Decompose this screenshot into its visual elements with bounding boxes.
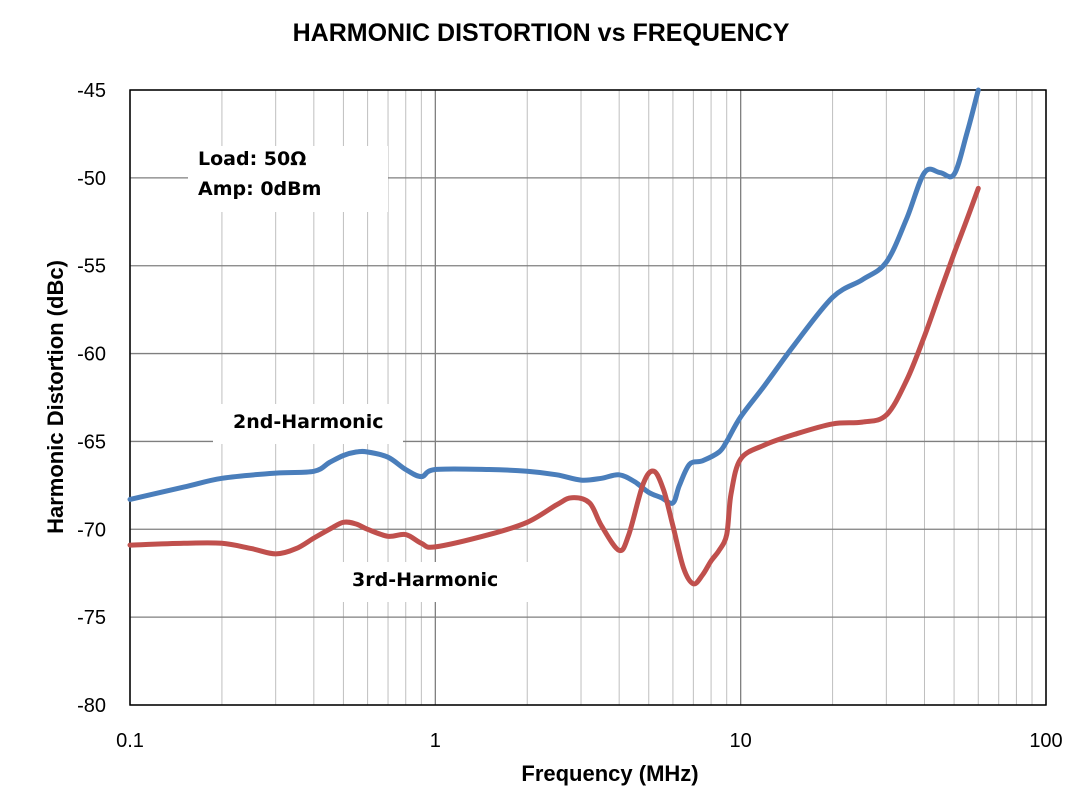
series-label-box-3rd — [337, 562, 529, 602]
x-axis-title: Frequency (MHz) — [521, 761, 698, 786]
series-line-3rd-harmonic — [127, 185, 981, 587]
x-tick-label: 0.1 — [116, 730, 144, 752]
y-tick-label: -45 — [77, 80, 106, 102]
y-tick-label: -65 — [77, 431, 106, 453]
chart-title: HARMONIC DISTORTION vs FREQUENCY — [293, 19, 790, 47]
series-layer — [127, 87, 981, 587]
x-tick-label: 10 — [730, 730, 752, 752]
x-tick-labels: 0.1 1 10 100 — [116, 730, 1063, 752]
annotation-load: Load: 50Ω — [198, 148, 306, 170]
y-tick-label: -80 — [77, 695, 106, 717]
annotation-box — [188, 146, 388, 212]
y-axis-title: Harmonic Distortion (dBc) — [43, 260, 68, 534]
y-tick-label: -55 — [77, 256, 106, 278]
y-tick-label: -70 — [77, 519, 106, 541]
annotation-amp: Amp: 0dBm — [198, 178, 321, 200]
series-label-box-2nd — [213, 404, 403, 444]
minor-gridlines — [221, 90, 1033, 705]
series-label-2nd-harmonic: 2nd-Harmonic — [233, 411, 383, 433]
y-tick-labels: -80 -75 -70 -65 -60 -55 -50 -45 — [77, 80, 106, 717]
x-tick-label: 1 — [430, 730, 441, 752]
y-tick-label: -50 — [77, 168, 106, 190]
plot-area-frame — [129, 89, 1047, 706]
y-tick-label: -60 — [77, 344, 106, 366]
series-label-3rd-harmonic: 3rd-Harmonic — [352, 569, 498, 591]
x-tick-label: 100 — [1029, 730, 1062, 752]
y-tick-label: -75 — [77, 607, 106, 629]
